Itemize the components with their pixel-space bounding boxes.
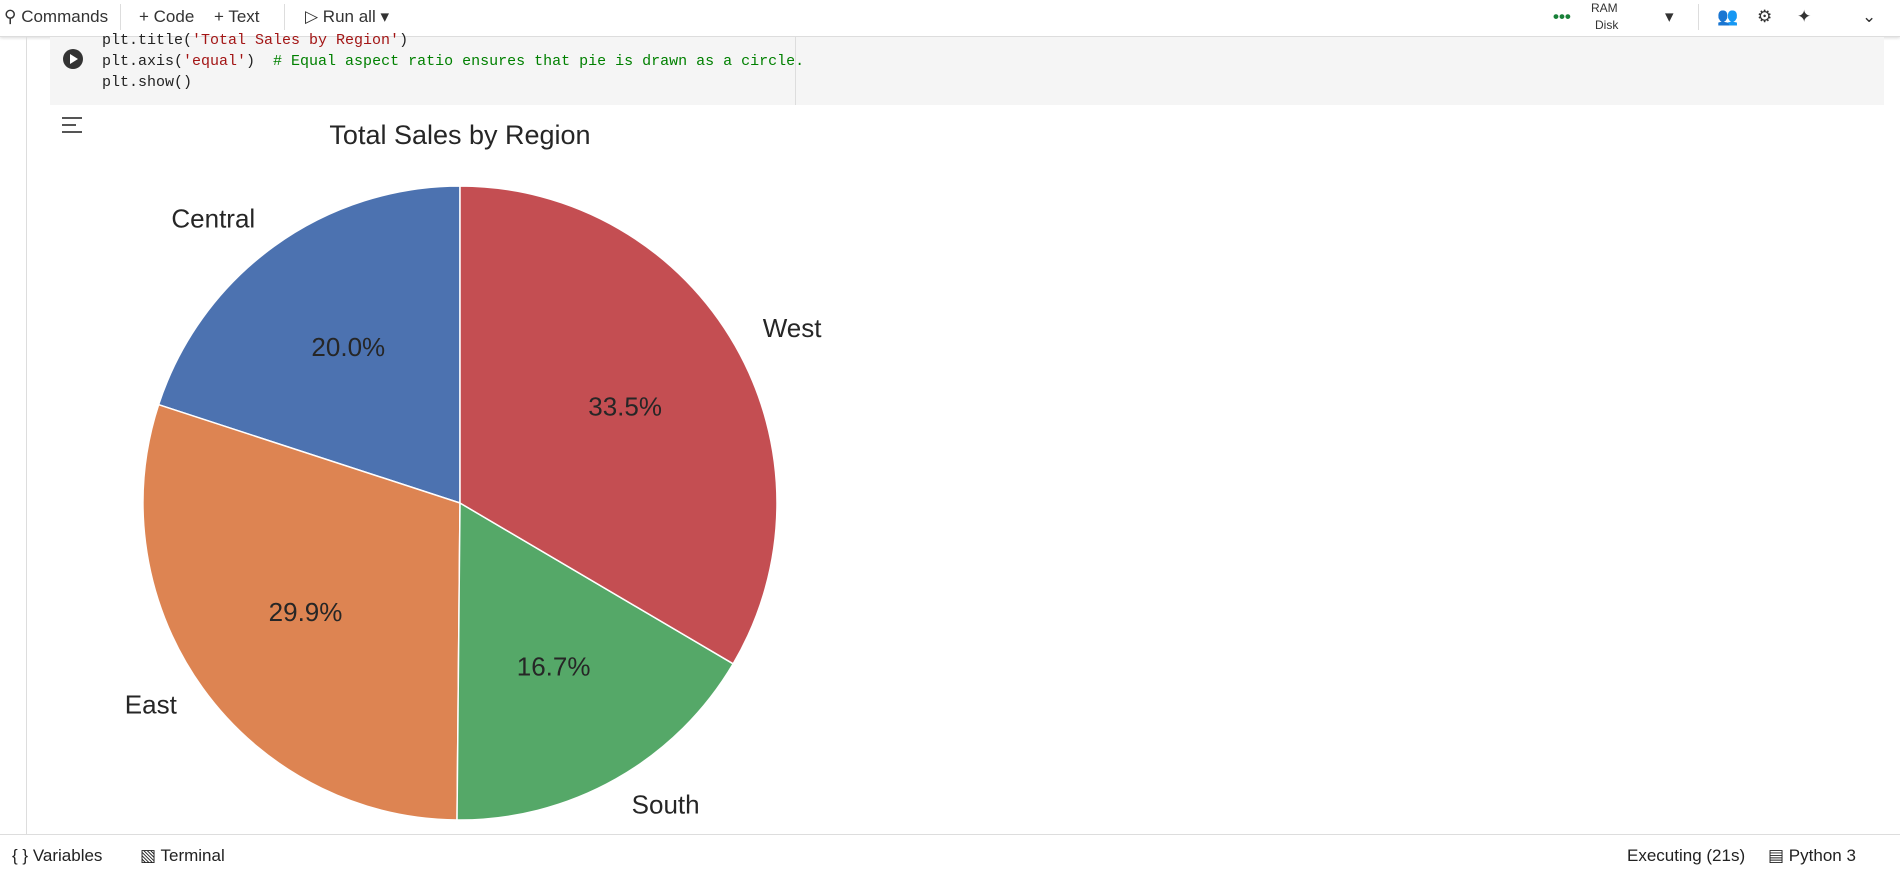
terminal-button[interactable]: ▧ Terminal	[140, 846, 225, 865]
slice-label: Central	[171, 204, 255, 234]
toolbar: ⚲ Commands + Code + Text ▷ Run all ▾ •••…	[0, 0, 1900, 37]
code-cell: plt.title('Total Sales by Region') plt.ax…	[50, 32, 1884, 105]
slice-label: West	[763, 313, 823, 343]
pie-slice	[142, 403, 461, 821]
status-dots: •••	[1553, 7, 1571, 26]
share-button[interactable]: 👥	[1717, 7, 1739, 26]
code-token: plt.axis(	[102, 53, 184, 70]
add-code-button[interactable]: + Code	[139, 7, 195, 26]
run-all-button[interactable]: ▷ Run all ▾	[305, 7, 389, 26]
collapse-button[interactable]: ⌄	[1862, 7, 1877, 26]
disk-label: Disk	[1595, 18, 1619, 32]
separator	[120, 4, 121, 30]
separator	[284, 4, 285, 30]
status-bar: { } Variables ▧ Terminal Executing (21s)…	[0, 834, 1900, 875]
run-all-label: Run all	[322, 7, 376, 26]
percent-label: 29.9%	[269, 597, 343, 627]
kernel-status[interactable]: ▤ Python 3	[1768, 846, 1856, 865]
pie-slice	[459, 185, 778, 665]
code-token: plt.show()	[102, 74, 193, 91]
slice-label: East	[125, 689, 178, 719]
percent-label: 20.0%	[311, 332, 385, 362]
resource-dropdown[interactable]: ▾	[1665, 7, 1674, 26]
code-token: 'Total Sales by Region'	[192, 32, 400, 49]
add-text-button[interactable]: + Text	[214, 7, 260, 26]
cell-divider	[795, 37, 796, 105]
commands-label: Commands	[21, 7, 109, 26]
execution-status: Executing (21s)	[1627, 846, 1746, 865]
code-line: plt.show()	[102, 74, 192, 91]
output-menu-icon[interactable]	[62, 117, 82, 133]
ram-label: RAM	[1591, 1, 1618, 15]
run-icon	[70, 54, 78, 64]
kernel-label: Python 3	[1788, 846, 1856, 865]
add-code-label: Code	[153, 7, 195, 26]
settings-button[interactable]: ⚙	[1757, 7, 1773, 26]
separator	[1698, 4, 1699, 30]
code-line: plt.title('Total Sales by Region')	[102, 32, 408, 49]
chart-title: Total Sales by Region	[329, 120, 590, 150]
output-area: Total Sales by Region Central 20.0% East 29…	[62, 49, 823, 821]
commands-button[interactable]: ⚲ Commands	[4, 7, 109, 26]
sidebar	[0, 37, 27, 835]
code-token: )	[246, 53, 274, 70]
gemini-button[interactable]: ✦	[1797, 7, 1812, 26]
percent-label: 33.5%	[588, 391, 662, 421]
code-token: plt.title(	[102, 32, 193, 49]
pie-slice	[157, 185, 461, 505]
percent-label: 16.7%	[517, 651, 591, 681]
code-token: )	[399, 32, 409, 49]
code-line: plt.axis('equal') # Equal aspect ratio e…	[102, 53, 804, 70]
variables-label: Variables	[32, 846, 103, 865]
add-text-label: Text	[228, 7, 260, 26]
slice-label: South	[632, 789, 700, 819]
terminal-label: Terminal	[160, 846, 225, 865]
pie-slice	[456, 501, 735, 821]
code-token: 'equal'	[183, 53, 247, 70]
variables-button[interactable]: { } Variables	[12, 846, 103, 865]
code-token: # Equal aspect ratio ensures that pie is…	[273, 53, 805, 70]
